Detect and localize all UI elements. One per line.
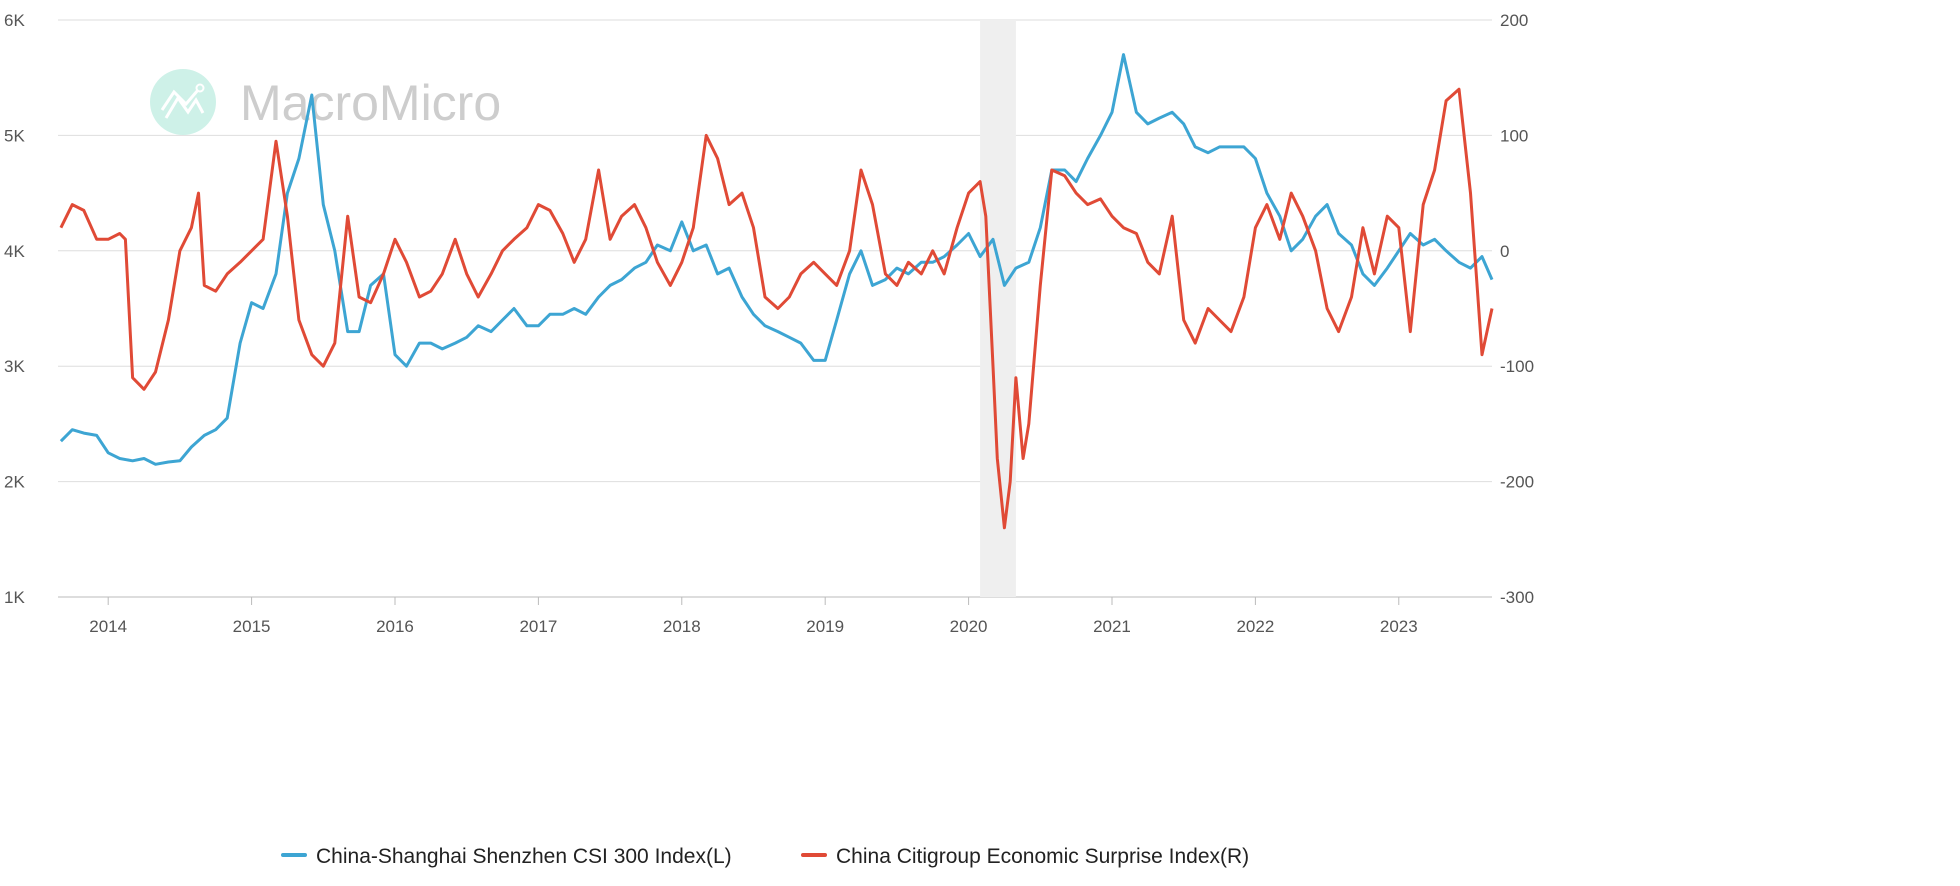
y-right-tick-label: 0: [1500, 242, 1509, 261]
x-tick-label: 2020: [950, 617, 988, 636]
legend: China-Shanghai Shenzhen CSI 300 Index(L)…: [281, 845, 1249, 868]
y-right-tick-label: -100: [1500, 357, 1534, 376]
x-tick-label: 2016: [376, 617, 414, 636]
x-tick-label: 2019: [806, 617, 844, 636]
y-right-tick-label: -200: [1500, 473, 1534, 492]
x-tick-label: 2015: [233, 617, 271, 636]
y-left-tick-label: 5K: [4, 126, 25, 145]
series-line-citi-surprise: [59, 87, 1494, 530]
x-tick-label: 2018: [663, 617, 701, 636]
y-left-tick-label: 6K: [4, 11, 25, 30]
y-left-tick-label: 1K: [4, 588, 25, 607]
y-right-tick-label: 200: [1500, 11, 1528, 30]
series-line-csi300: [59, 53, 1494, 466]
shaded-period: [980, 20, 1016, 597]
gridlines: [58, 19, 1492, 598]
x-tick-label: 2014: [89, 617, 127, 636]
y-left-tick-label: 3K: [4, 357, 25, 376]
x-tick-label: 2022: [1236, 617, 1274, 636]
x-tick-label: 2023: [1380, 617, 1418, 636]
x-tick-label: 2017: [519, 617, 557, 636]
y-axis-right: -300 -200 -100 0 100 200: [1500, 11, 1534, 607]
watermark-text: MacroMicro: [240, 75, 501, 131]
y-left-tick-label: 2K: [4, 473, 25, 492]
y-right-tick-label: 100: [1500, 126, 1528, 145]
logo-chart-glyph: [164, 95, 205, 119]
legend-item-label[interactable]: China-Shanghai Shenzhen CSI 300 Index(L): [316, 845, 732, 868]
watermark-logo: MacroMicro: [150, 69, 501, 135]
y-right-tick-label: -300: [1500, 588, 1534, 607]
x-axis: 2014 2015 2016 2017 2018 2019 2020 2021 2022 2023: [89, 597, 1418, 636]
legend-item-label[interactable]: China Citigroup Economic Surprise Index(…: [836, 845, 1249, 868]
y-left-tick-label: 4K: [4, 242, 25, 261]
y-axis-left: 1K 2K 3K 4K 5K 6K: [4, 11, 25, 607]
x-tick-label: 2021: [1093, 617, 1131, 636]
